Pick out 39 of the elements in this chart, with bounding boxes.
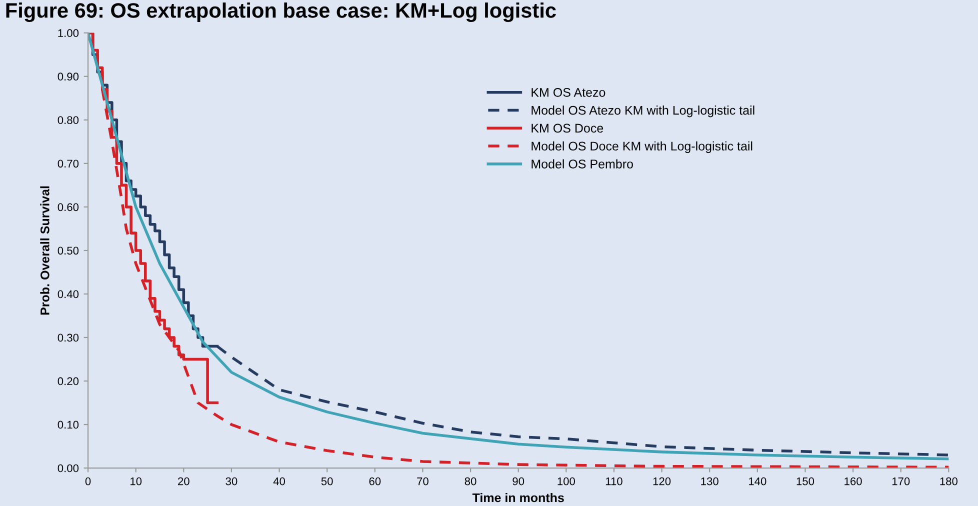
y-tick-label: 0.20 — [58, 377, 79, 386]
x-tick-label: 40 — [273, 477, 286, 486]
x-tick-label: 150 — [796, 477, 814, 486]
y-tick-label: 0.10 — [58, 420, 79, 429]
x-tick-label: 130 — [701, 477, 718, 486]
x-tick-label: 180 — [940, 477, 958, 486]
x-tick-label: 0 — [85, 477, 91, 486]
line-series — [88, 32, 949, 460]
x-tick-label: 50 — [321, 477, 333, 486]
x-tick-label: 110 — [606, 477, 622, 486]
x-tick-label: 30 — [226, 477, 238, 486]
y-axis-title: Prob. Overall Survival — [40, 186, 50, 315]
legend-label: KM OS Doce — [532, 124, 604, 133]
y-tick-label: 0.90 — [58, 72, 79, 81]
y-tick-label: 0.00 — [58, 464, 79, 472]
y-tick-label: 0.40 — [58, 290, 79, 298]
legend-label: KM OS Atezo — [532, 88, 606, 97]
x-tick-label: 100 — [558, 477, 575, 486]
y-tick-label: 0.30 — [58, 334, 79, 342]
x-tick-label: 170 — [892, 477, 910, 486]
x-tick-label: 60 — [369, 477, 381, 486]
x-tick-label: 80 — [464, 477, 476, 486]
x-tick-label: 120 — [653, 477, 671, 486]
x-tick-label: 70 — [417, 477, 428, 486]
legend-label: Model OS Atezo KM with Log-logistic tail — [532, 106, 754, 118]
x-tick-label: 160 — [844, 477, 862, 486]
y-tick-label: 0.70 — [58, 160, 79, 168]
y-tick-label: 0.60 — [58, 203, 79, 212]
x-tick-label: 10 — [130, 477, 142, 486]
x-tick-label: 20 — [178, 477, 190, 486]
x-tick-label: 140 — [748, 477, 766, 486]
y-tick-label: 0.80 — [58, 116, 79, 124]
chart-title: Figure 69: OS extrapolation base case: KM+Log logistic — [6, 2, 556, 22]
x-tick-label: 90 — [512, 477, 524, 486]
y-tick-label: 1.00 — [58, 29, 79, 38]
legend-label: Model OS Pembro — [532, 159, 633, 168]
x-axis-title: Time in months — [472, 492, 564, 502]
y-tick-label: 0.50 — [58, 246, 79, 255]
legend-label: Model OS Doce KM with Log-logistic tail — [532, 141, 752, 154]
